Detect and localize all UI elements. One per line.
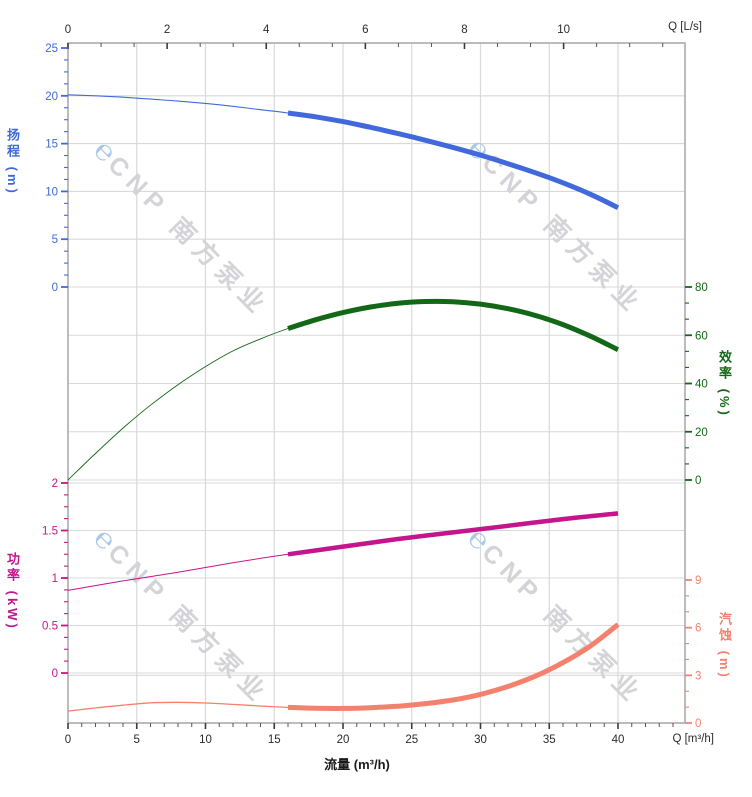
efficiency-axis-ticks: 80 60 40 20 0 — [685, 282, 708, 487]
power-curve — [67, 511, 619, 591]
svg-text:1.5: 1.5 — [42, 526, 58, 538]
npsh-axis-title: 汽蚀 (m) — [717, 612, 732, 680]
svg-text:2: 2 — [164, 24, 170, 36]
svg-text:8: 8 — [461, 24, 467, 36]
flow-axis-title: 流量 (m³/h) — [324, 757, 390, 772]
svg-text:10: 10 — [45, 186, 58, 198]
power-axis-title: 功率 (kW) — [5, 552, 20, 631]
svg-text:25: 25 — [45, 43, 58, 55]
svg-text:0: 0 — [695, 718, 701, 730]
svg-text:2: 2 — [52, 478, 58, 490]
svg-text:4: 4 — [263, 24, 270, 36]
svg-text:6: 6 — [695, 623, 701, 635]
efficiency-curve — [67, 298, 620, 481]
svg-text:15: 15 — [45, 139, 58, 151]
svg-text:40: 40 — [612, 734, 625, 746]
svg-text:20: 20 — [695, 427, 708, 439]
svg-text:60: 60 — [695, 330, 708, 342]
svg-text:5: 5 — [134, 734, 140, 746]
svg-text:9: 9 — [695, 575, 701, 587]
svg-text:80: 80 — [695, 282, 708, 294]
npsh-curve — [67, 622, 620, 712]
svg-text:0: 0 — [65, 24, 71, 36]
npsh-axis-ticks: 9 6 3 0 — [685, 575, 701, 730]
svg-text:0: 0 — [65, 734, 71, 746]
top-axis-unit-label: Q [L/s] — [668, 21, 702, 33]
svg-text:40: 40 — [695, 379, 708, 391]
head-curve — [67, 94, 620, 210]
svg-text:0: 0 — [695, 475, 701, 487]
svg-text:20: 20 — [45, 91, 58, 103]
svg-text:35: 35 — [543, 734, 556, 746]
svg-text:0: 0 — [52, 668, 58, 680]
svg-text:25: 25 — [405, 734, 418, 746]
svg-text:0: 0 — [52, 282, 58, 294]
svg-text:6: 6 — [362, 24, 368, 36]
svg-text:20: 20 — [337, 734, 350, 746]
efficiency-axis-title: 效率 (%) — [717, 350, 732, 418]
svg-text:0.5: 0.5 — [42, 621, 58, 633]
bottom-axis-unit-label: Q [m³/h] — [672, 733, 714, 745]
svg-text:15: 15 — [268, 734, 281, 746]
svg-text:3: 3 — [695, 670, 701, 682]
power-axis-ticks: 2 1.5 1 0.5 0 — [42, 478, 68, 680]
head-axis-title: 扬程 (m) — [5, 128, 20, 196]
svg-text:5: 5 — [52, 234, 58, 246]
bottom-axis-ticks: 0 5 10 15 20 25 30 35 40 — [65, 723, 674, 746]
svg-text:10: 10 — [199, 734, 212, 746]
svg-text:10: 10 — [557, 24, 570, 36]
svg-text:1: 1 — [52, 573, 58, 585]
head-axis-ticks: 25 20 15 10 5 0 — [45, 43, 68, 294]
svg-text:30: 30 — [474, 734, 487, 746]
top-axis-ticks: 0 2 4 6 8 10 — [65, 24, 664, 49]
